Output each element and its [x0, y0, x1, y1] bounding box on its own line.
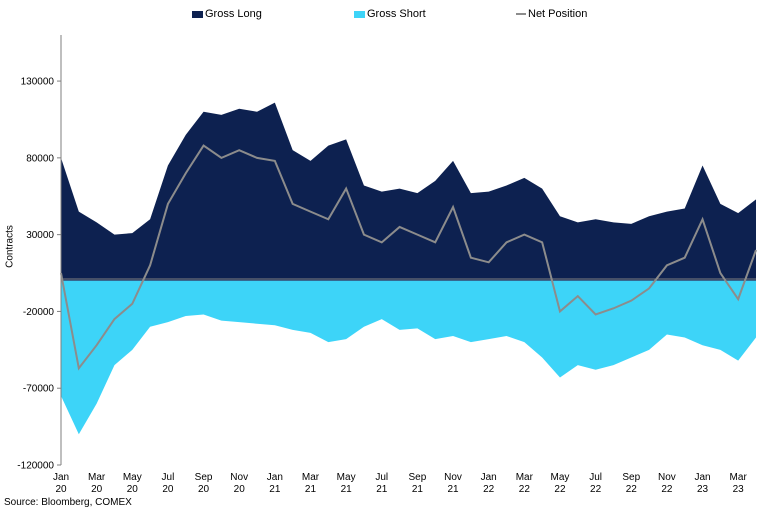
legend-label-net-position: Net Position [528, 8, 588, 20]
legend-label-gross-short: Gross Short [367, 8, 426, 20]
x-tick-label: Jan 20 [53, 472, 69, 495]
line-layer [60, 144, 757, 371]
y-axis-title: Contracts [4, 225, 16, 268]
x-tick-label: Mar 20 [88, 472, 106, 495]
legend-item-net-position: Net Position [516, 8, 587, 20]
y-tick-label: 130000 [21, 77, 55, 88]
y-tick-label: -70000 [23, 384, 55, 395]
x-tick-label: Sep 20 [195, 472, 213, 495]
x-tick-label: Mar 23 [730, 472, 748, 495]
legend-label-gross-long: Gross Long [205, 8, 262, 20]
x-tick-label: May 20 [123, 472, 142, 495]
x-tick-label: Nov 20 [230, 472, 248, 495]
legend-item-gross-short: Gross Short [354, 8, 426, 20]
x-tick-layer: Jan 20 Mar 20 May 20 Jul 20 Sep 20 Nov 20 Jan 21 Mar 21… [53, 472, 748, 495]
series-area-gross-short [61, 280, 756, 435]
x-tick-label: Nov 21 [444, 472, 462, 495]
area-layer [61, 102, 756, 435]
x-tick-label: May 22 [551, 472, 570, 495]
x-tick-label: Mar 22 [516, 472, 534, 495]
chart-legend: Gross Long Gross Short Net Position [0, 8, 770, 24]
y-tick-label: -20000 [23, 307, 55, 318]
x-tick-label: Jul 21 [375, 472, 388, 495]
series-line-net-position [60, 144, 757, 371]
y-tick-label: 80000 [26, 153, 54, 164]
x-tick-label: Mar 21 [302, 472, 320, 495]
x-tick-label: Jul 20 [162, 472, 175, 495]
axes-layer [60, 35, 756, 465]
x-tick-label: Jan 22 [481, 472, 497, 495]
legend-swatch-gross-short [354, 10, 365, 18]
x-tick-label: Nov 22 [658, 472, 676, 495]
x-tick-label: Jan 23 [694, 472, 710, 495]
x-tick-label: Jul 22 [589, 472, 602, 495]
legend-item-gross-long: Gross Long [192, 8, 262, 20]
x-tick-label: Sep 21 [409, 472, 427, 495]
legend-swatch-gross-long [192, 10, 203, 18]
y-tick-label: 30000 [26, 230, 54, 241]
x-tick-label: May 21 [337, 472, 356, 495]
legend-swatch-net-position [516, 13, 526, 15]
y-tick-layer: 130000 80000 30000 -20000 -70000 -120000 [17, 77, 61, 472]
y-tick-label: -120000 [17, 461, 54, 472]
x-tick-label: Jan 21 [267, 472, 283, 495]
x-tick-label: Sep 22 [622, 472, 640, 495]
series-area-gross-long [61, 102, 756, 281]
source-note: Source: Bloomberg, COMEX [4, 497, 132, 508]
